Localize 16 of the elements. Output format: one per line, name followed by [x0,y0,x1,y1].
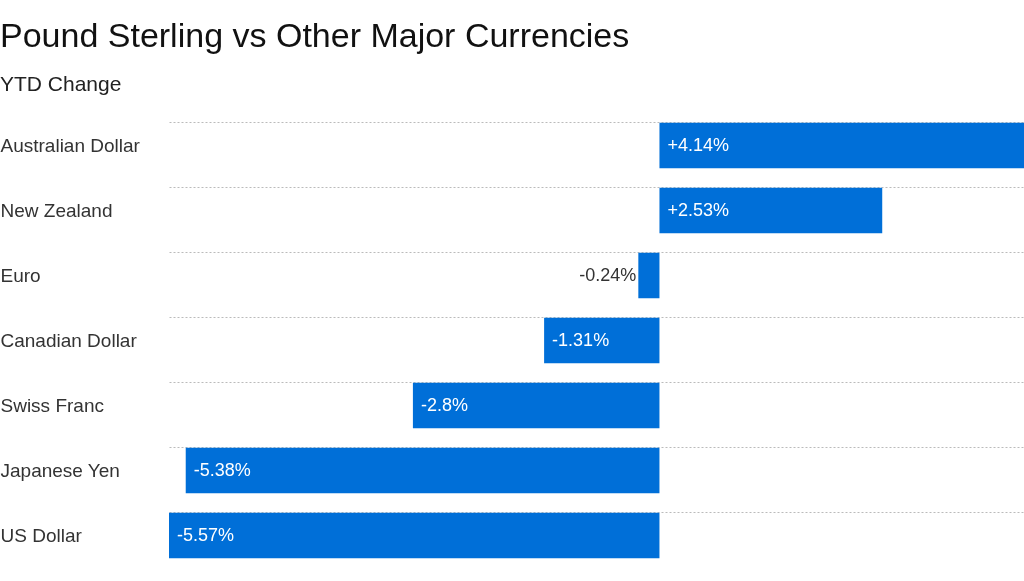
data-label: -1.31% [552,329,610,350]
y-tick-label: New Zealand [0,199,113,221]
data-label: -2.8% [420,394,468,415]
y-tick-label: Canadian Dollar [0,329,138,351]
data-label: +4.14% [667,134,730,155]
y-tick-label: Japanese Yen [0,459,120,481]
data-label: -5.38% [193,459,251,480]
y-tick-label: Australian Dollar [0,134,141,156]
data-label: -0.24% [579,264,637,285]
y-tick-label: US Dollar [0,524,83,546]
data-label: -5.57% [177,524,235,545]
y-tick-label: Euro [0,264,41,286]
chart-title: Pound Sterling vs Other Major Currencies [0,16,630,54]
y-tick-label: Swiss Franc [0,394,104,416]
data-label: +2.53% [667,199,730,220]
chart-subtitle: YTD Change [0,72,122,95]
